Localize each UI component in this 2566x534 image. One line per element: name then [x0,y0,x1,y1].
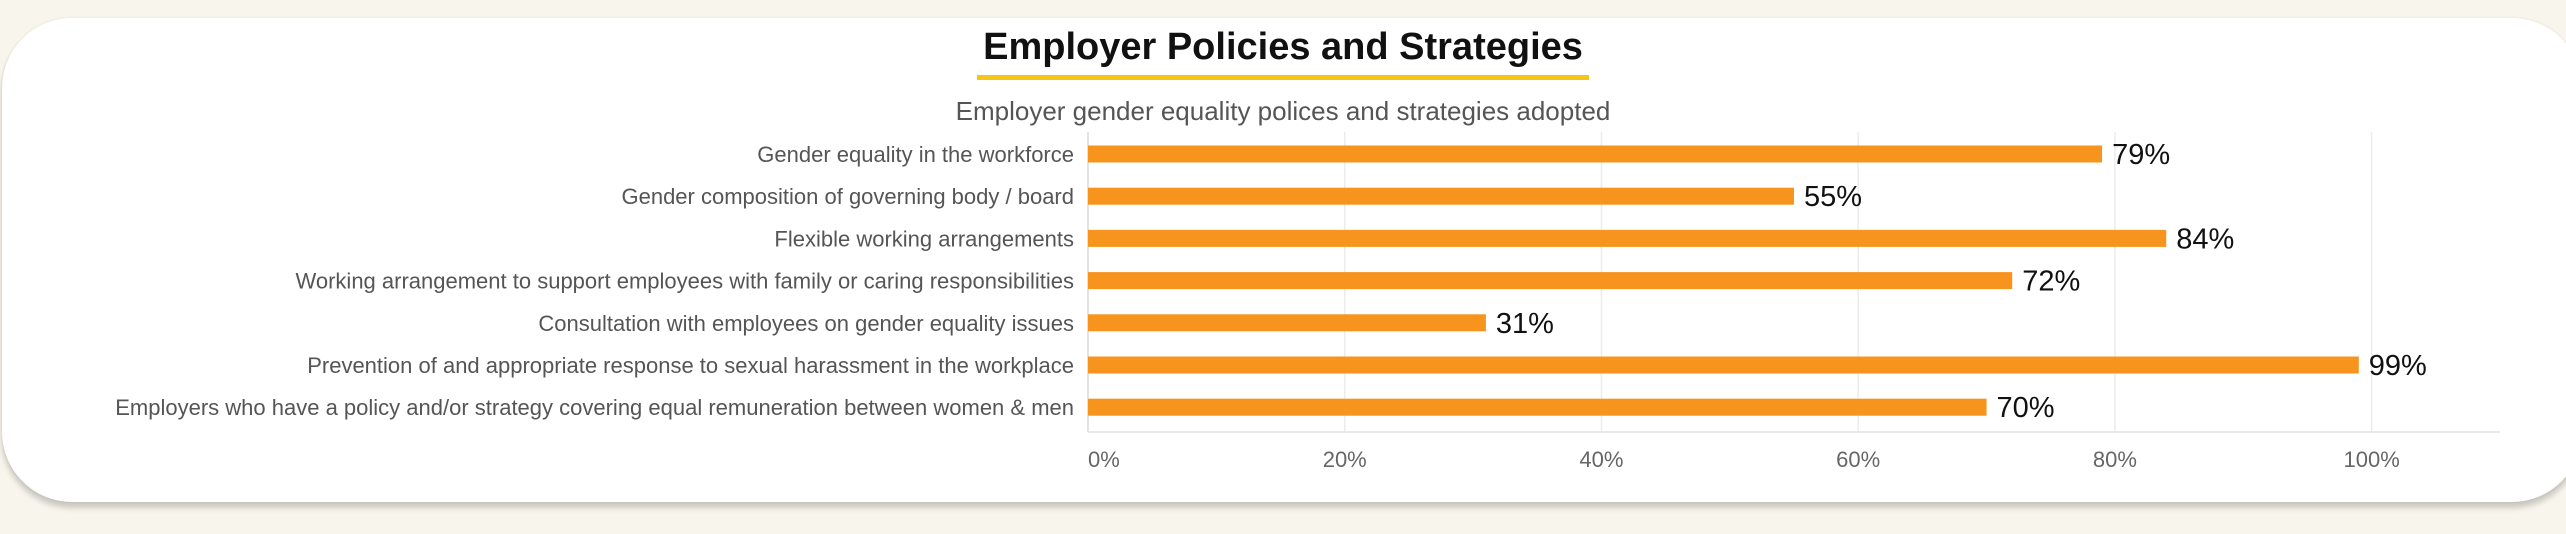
x-tick-label: 80% [2093,447,2137,472]
bar[interactable] [1088,229,2167,247]
page-title: Employer Policies and Strategies [0,26,2566,80]
data-label: 79% [2112,139,2170,171]
data-label: 31% [1496,308,1554,340]
data-labels: 79% 55% 84% 72% 31% 99% 70% [1496,139,2427,424]
x-tick-label: 0% [1088,447,1120,472]
chart-title: Employer gender equality polices and str… [956,96,1611,126]
category-label: Consultation with employees on gender eq… [538,311,1074,336]
bar[interactable] [1088,314,1486,332]
category-label: Gender equality in the workforce [757,142,1074,167]
chart-card [2,18,2566,502]
category-label: Prevention of and appropriate response t… [307,353,1074,378]
bar[interactable] [1088,398,1987,416]
x-tick-label: 60% [1836,447,1880,472]
bars [1088,145,2359,416]
x-tick-label: 100% [2343,447,2399,472]
category-label: Working arrangement to support employees… [296,269,1075,294]
bar[interactable] [1088,272,2013,290]
x-tick-label: 20% [1323,447,1367,472]
data-label: 84% [2176,223,2234,255]
bar[interactable] [1088,187,1794,205]
data-label: 70% [1997,392,2055,424]
category-label: Gender composition of governing body / b… [621,184,1074,209]
data-label: 99% [2369,350,2427,382]
bar[interactable] [1088,145,2103,163]
category-labels: Gender equality in the workforce Gender c… [115,142,1074,420]
category-label: Flexible working arrangements [774,226,1074,251]
x-tick-label: 40% [1579,447,1623,472]
category-label: Employers who have a policy and/or strat… [115,395,1074,420]
data-label: 55% [1804,181,1862,213]
bar[interactable] [1088,356,2359,374]
page-title-text: Employer Policies and Strategies [977,26,1589,80]
x-axis-ticks: 0% 20% 40% 60% 80% 100% [1088,447,2400,472]
data-label: 72% [2022,266,2080,298]
